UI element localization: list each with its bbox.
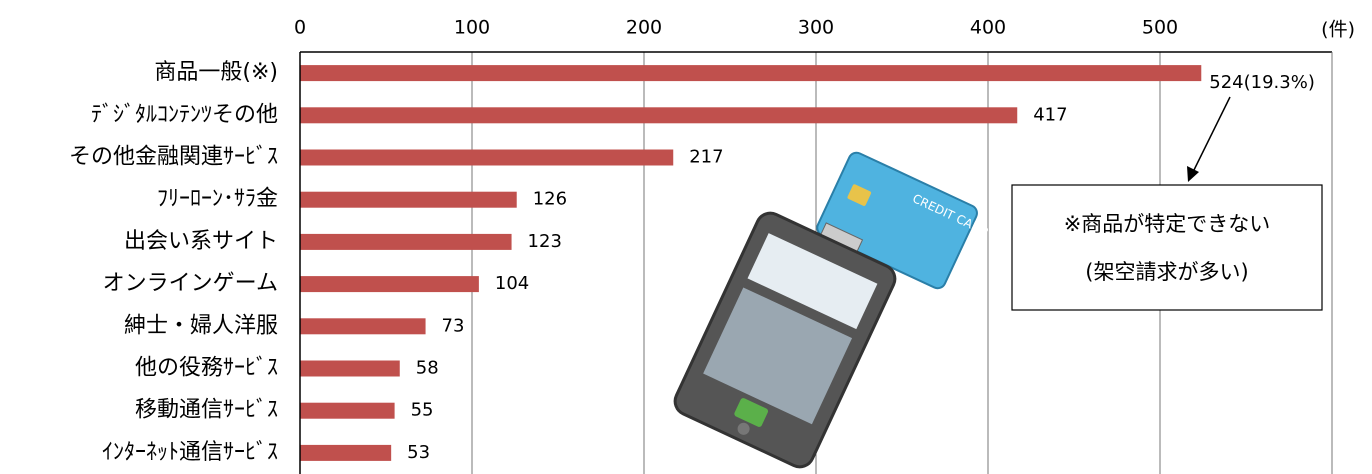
- x-tick-label: 0: [294, 17, 306, 39]
- value-label: 58: [416, 358, 439, 379]
- bar: [300, 233, 512, 250]
- y-tick-label: 出会い系サイト: [124, 229, 278, 254]
- value-label: 104: [495, 273, 529, 294]
- annotation-box: ※商品が特定できない (架空請求が多い): [1011, 96, 1323, 311]
- bar: [300, 149, 674, 166]
- illustration: CREDIT CARD: [673, 151, 991, 469]
- annotation: (架空請求が多い): [1085, 260, 1248, 284]
- y-tick-label: 商品一般(※): [154, 60, 278, 85]
- y-tick-label: 紳士・婦人洋服: [124, 313, 278, 338]
- y-tick-label: ﾃﾞｼﾞﾀﾙｺﾝﾃﾝﾂその他: [91, 102, 278, 127]
- y-tick-label: その他金融関連ｻｰﾋﾞｽ: [69, 145, 278, 170]
- bar: [300, 444, 392, 461]
- annotation: ※商品が特定できない: [1064, 212, 1271, 236]
- bar: [300, 107, 1018, 124]
- x-tick-label: 500: [1142, 17, 1178, 39]
- bar: [300, 360, 400, 377]
- value-label: 217: [689, 147, 723, 168]
- value-label: 123: [528, 231, 562, 252]
- value-label: 53: [407, 442, 430, 463]
- y-tick-label: ﾌﾘｰﾛｰﾝ･ｻﾗ金: [157, 187, 278, 212]
- x-tick-label: 400: [970, 17, 1006, 39]
- bar: [300, 402, 395, 419]
- value-label: 55: [411, 400, 434, 421]
- y-tick-label: 移動通信ｻｰﾋﾞｽ: [135, 398, 278, 423]
- y-tick-label: 他の役務ｻｰﾋﾞｽ: [135, 356, 278, 381]
- bar: [300, 318, 426, 335]
- bar: [300, 191, 517, 208]
- value-label: 524(19.3%): [1209, 72, 1315, 93]
- y-tick-label: オンラインゲーム: [103, 271, 278, 296]
- y-tick-label: ｲﾝﾀｰﾈｯﾄ通信ｻｰﾋﾞｽ: [102, 440, 278, 465]
- bar: [300, 65, 1202, 82]
- unit-label: (件): [1321, 19, 1355, 41]
- x-tick-label: 300: [798, 17, 834, 39]
- bar: [300, 276, 479, 293]
- value-label: 73: [442, 315, 465, 336]
- value-label: 417: [1033, 104, 1067, 125]
- x-tick-label: 200: [626, 17, 662, 39]
- x-tick-label: 100: [454, 17, 490, 39]
- value-label: 126: [533, 189, 567, 210]
